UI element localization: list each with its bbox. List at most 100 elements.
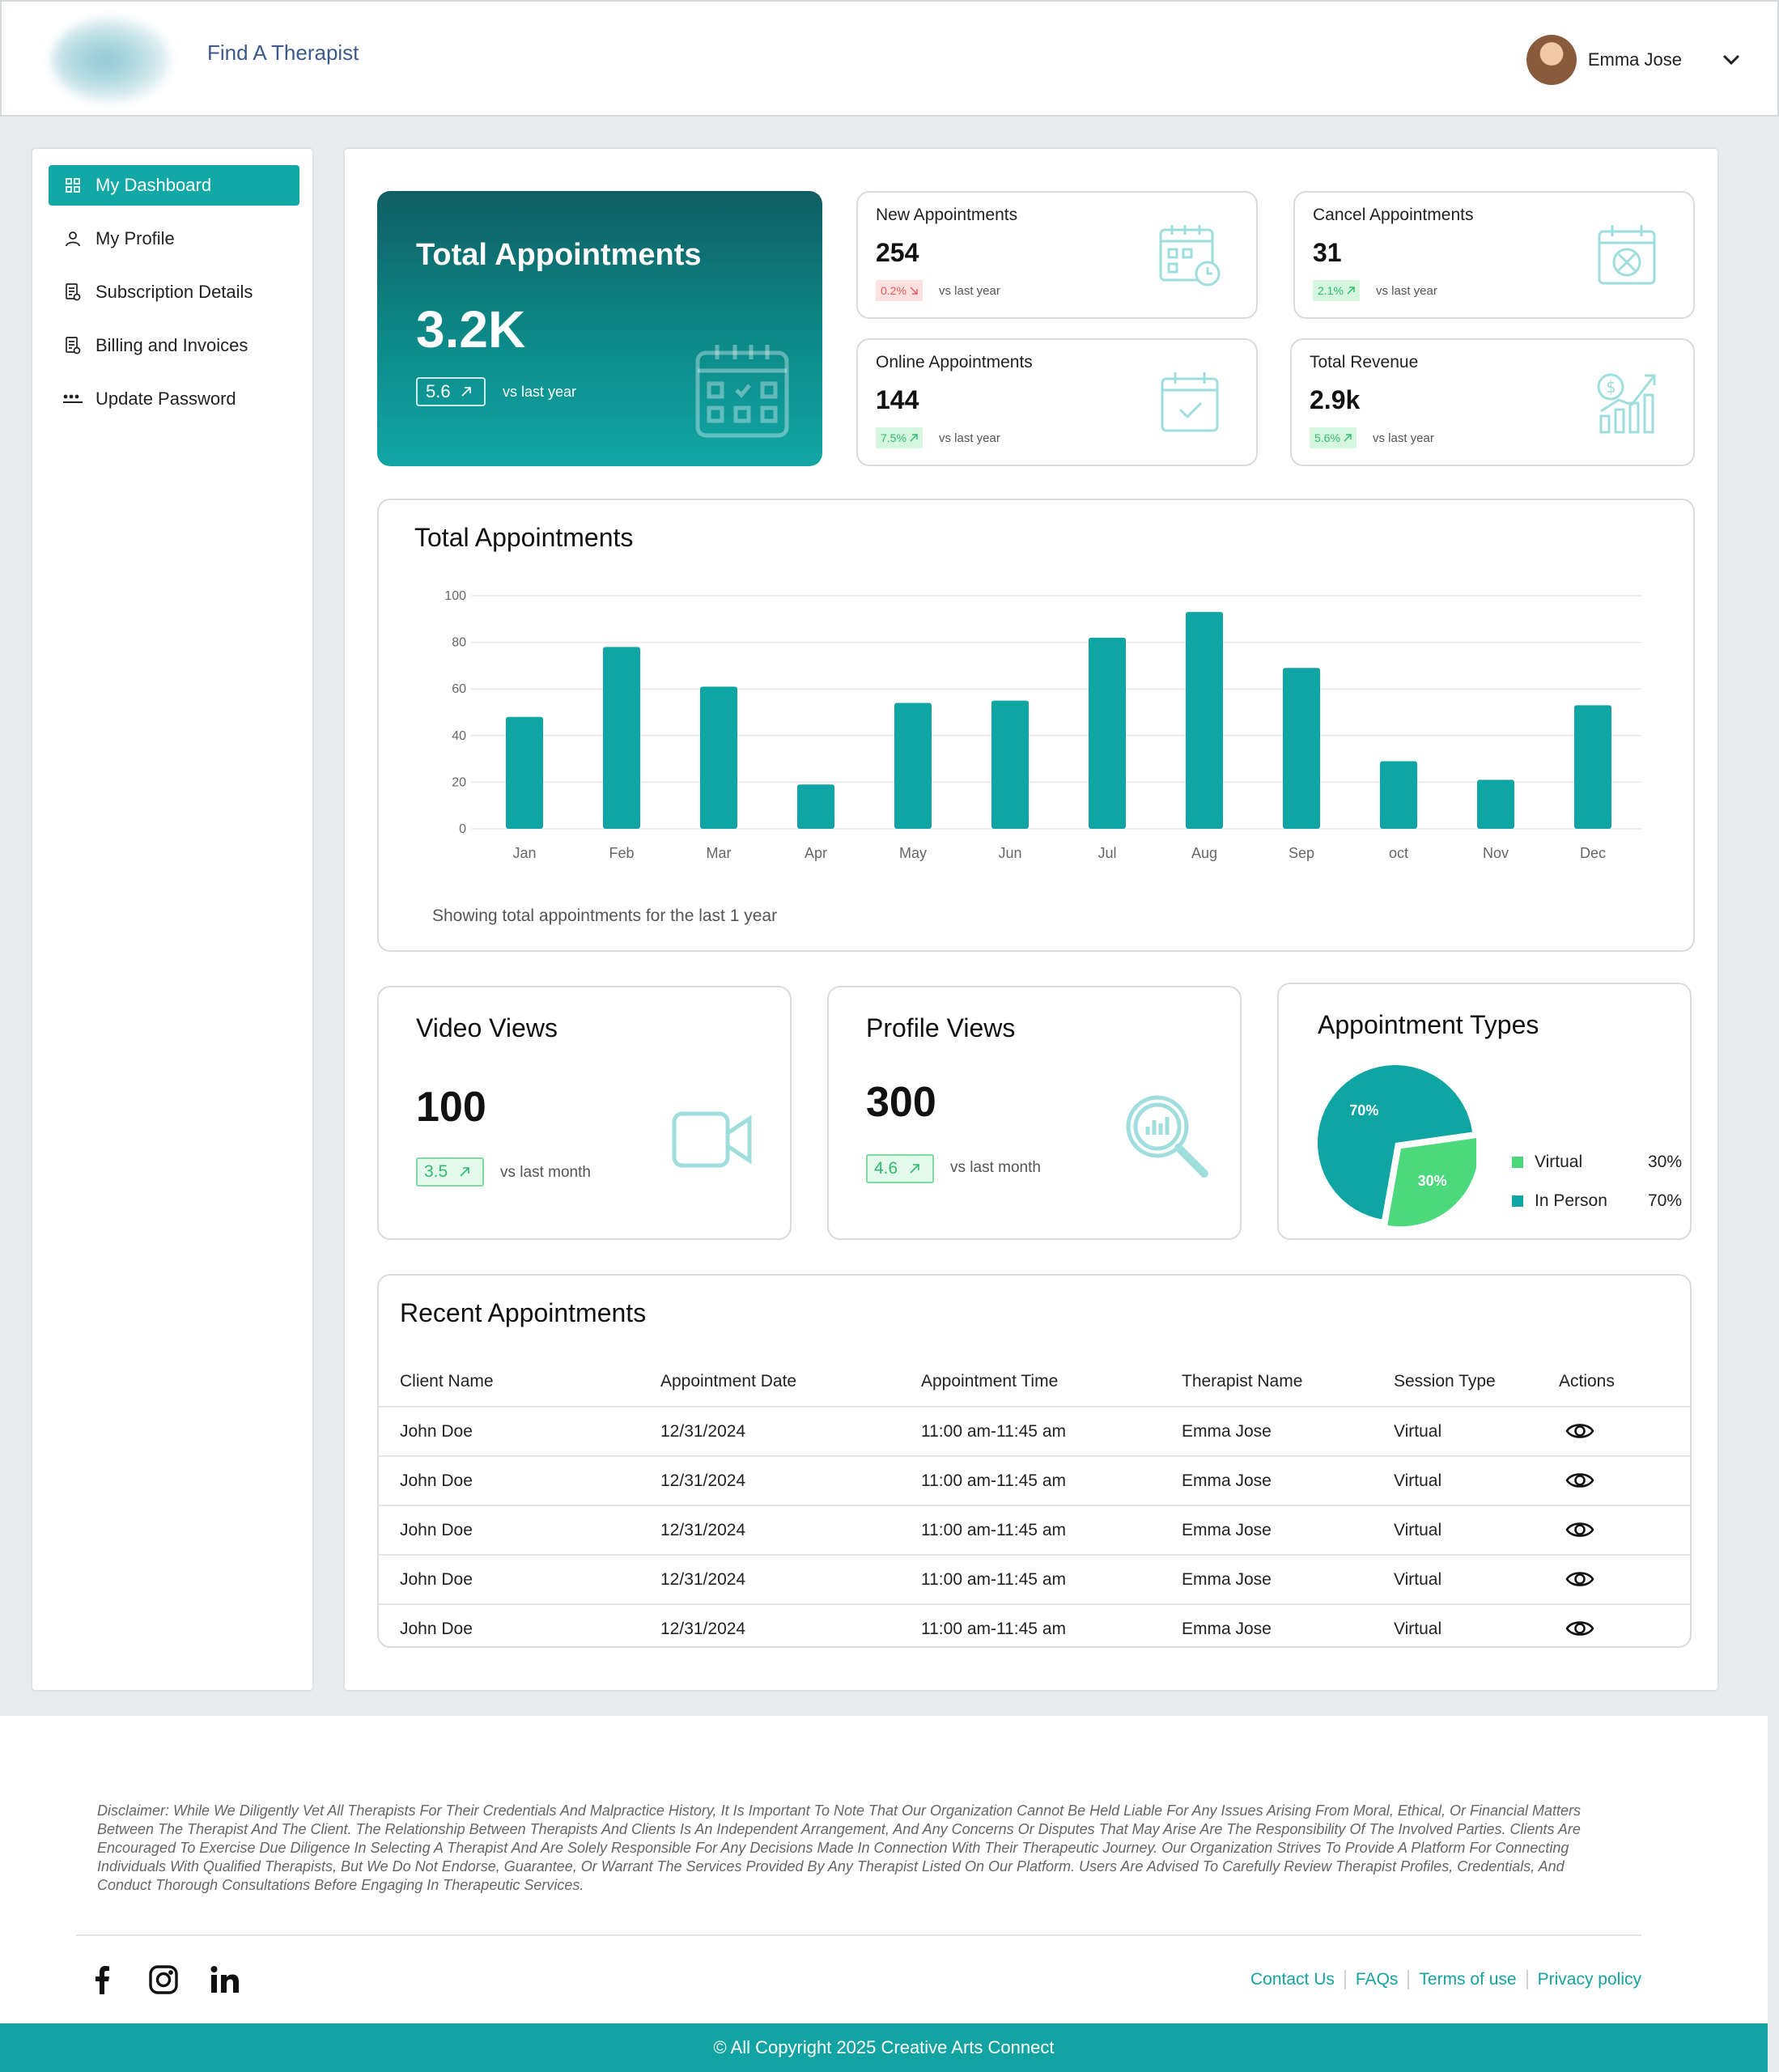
table-row: John Doe 12/31/2024 11:00 am-11:45 am Em… [379,1603,1690,1653]
bar-nov[interactable] [1477,779,1514,829]
table-row: John Doe 12/31/2024 11:00 am-11:45 am Em… [379,1406,1690,1455]
linkedin-icon[interactable] [209,1964,241,1996]
appointment-date: 12/31/2024 [660,1421,746,1441]
appointment-date: 12/31/2024 [660,1619,746,1638]
bar-oct[interactable] [1380,761,1417,829]
link-separator [1407,1970,1410,1989]
dashboard-main: Total Appointments 3.2K 5.6 vs last year… [343,147,1719,1692]
bar-may[interactable] [894,703,932,829]
badge-value: 0.2% [881,284,906,297]
sidebar-item-profile[interactable]: My Profile [49,219,299,259]
find-therapist-link[interactable]: Find A Therapist [207,40,359,65]
x-tick-label: Dec [1580,845,1606,861]
legend-percent: 70% [1647,1191,1682,1210]
avatar[interactable] [1526,35,1577,85]
sidebar-item-dashboard[interactable]: My Dashboard [49,165,299,206]
eye-icon[interactable] [1565,1519,1594,1545]
session-type: Virtual [1394,1520,1442,1539]
column-header: Appointment Time [921,1371,1059,1391]
bar-dec[interactable] [1574,705,1611,829]
table-row: John Doe 12/31/2024 11:00 am-11:45 am Em… [379,1455,1690,1505]
trend-badge-up: 7.5% [876,427,923,448]
card-title: Video Views [416,1013,558,1042]
stat-label: Total Revenue [1310,353,1419,372]
pie-slice-virtual[interactable] [1387,1138,1476,1227]
top-header: Find A Therapist Emma Jose [0,0,1779,117]
session-type: Virtual [1394,1471,1442,1490]
session-type: Virtual [1394,1569,1442,1589]
brand-logo[interactable] [52,18,170,102]
legend-item-in-person: In Person 70% [1512,1191,1682,1211]
eye-icon[interactable] [1565,1420,1594,1446]
sidebar-item-billing[interactable]: Billing and Invoices [49,325,299,366]
faqs-link[interactable]: FAQs [1355,1970,1399,1989]
sidebar-item-password[interactable]: Update Password [49,379,299,419]
session-type: Virtual [1394,1619,1442,1638]
pie-slice-in-person[interactable] [1318,1065,1473,1220]
user-icon [63,229,83,248]
bar-jun[interactable] [991,700,1029,829]
total-appointments-card: Total Appointments 3.2K 5.6 vs last year [377,191,822,466]
eye-icon[interactable] [1565,1618,1594,1644]
appointment-date: 12/31/2024 [660,1569,746,1589]
chevron-down-icon[interactable] [1717,46,1745,74]
sidebar-item-label: My Profile [96,228,175,248]
appointment-date: 12/31/2024 [660,1520,746,1539]
bar-jan[interactable] [506,716,543,829]
trend-badge-up: 2.1% [1313,280,1360,301]
therapist-name: Emma Jose [1182,1619,1272,1638]
cancel-appointments-card: Cancel Appointments 31 2.1% vs last year [1293,191,1695,319]
bar-feb[interactable] [603,647,640,829]
eye-icon[interactable] [1565,1470,1594,1496]
hero-title: Total Appointments [416,238,702,272]
svg-text:$: $ [1606,377,1616,397]
badge-value: 3.5 [424,1162,448,1181]
bar-jul[interactable] [1089,637,1126,829]
stat-label: Cancel Appointments [1313,206,1474,224]
chart-title: Total Appointments [414,523,634,552]
legend-swatch [1512,1195,1523,1207]
facebook-icon[interactable] [86,1964,118,1996]
therapist-name: Emma Jose [1182,1421,1272,1441]
eye-icon[interactable] [1565,1569,1594,1594]
card-title: Appointment Types [1318,1010,1539,1039]
stat-value: 144 [876,385,919,414]
bar-sep[interactable] [1283,668,1320,829]
sidebar-item-label: Update Password [96,388,236,409]
new-appointments-card: New Appointments 254 0.2% vs last year [856,191,1258,319]
stat-note: vs last year [1373,431,1434,445]
card-value: 300 [866,1079,936,1126]
sidebar-item-subscription[interactable]: Subscription Details [49,272,299,312]
bar-mar[interactable] [700,686,737,829]
video-camera-icon [672,1111,752,1168]
appointment-time: 11:00 am-11:45 am [921,1421,1066,1441]
arrow-up-right-icon [461,387,471,397]
bar-aug[interactable] [1186,612,1223,829]
x-tick-label: Feb [609,845,634,861]
stat-note: vs last year [939,431,1000,445]
terms-of-use-link[interactable]: Terms of use [1419,1970,1517,1989]
hero-value: 3.2K [416,300,526,359]
stat-value: 254 [876,238,919,267]
column-header: Session Type [1394,1371,1496,1391]
disclaimer-text: Disclaimer: While We Diligently Vet All … [97,1802,1581,1893]
client-name: John Doe [400,1520,473,1539]
therapist-name: Emma Jose [1182,1569,1272,1589]
user-menu[interactable]: Emma Jose [1526,34,1745,86]
bar-apr[interactable] [797,784,834,829]
stat-value: 2.9k [1310,385,1361,414]
hero-note: vs last year [503,384,577,400]
x-tick-label: Jan [512,845,536,861]
calendar-clock-icon [1159,225,1221,287]
contact-us-link[interactable]: Contact Us [1250,1970,1335,1989]
online-appointments-card: Online Appointments 144 7.5% vs last yea… [856,338,1258,466]
x-tick-label: Aug [1191,845,1217,861]
column-header: Therapist Name [1182,1371,1303,1391]
instagram-icon[interactable] [147,1964,180,1996]
privacy-policy-link[interactable]: Privacy policy [1537,1970,1641,1989]
session-type: Virtual [1394,1421,1442,1441]
trend-badge-up: 5.6% [1310,427,1357,448]
calendar-check-icon [1161,372,1219,432]
arrow-down-right-icon [910,287,918,295]
calendar-cancel-icon [1598,225,1656,285]
